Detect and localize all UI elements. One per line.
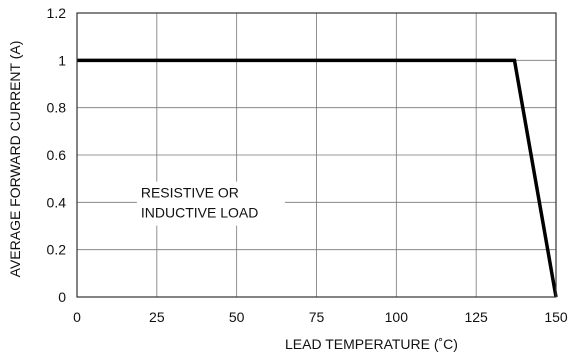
y-tick-label: 0.8 [47, 100, 67, 116]
x-tick-label: 25 [149, 309, 165, 325]
series-line [77, 58, 558, 298]
y-tick-label: 1.2 [47, 5, 67, 21]
y-tick-label: 1 [58, 52, 66, 68]
annotation-line: RESISTIVE OR [141, 185, 239, 201]
x-tick-label: 75 [309, 309, 325, 325]
x-tick-label: 0 [73, 309, 81, 325]
y-tick-labels: 0 0.2 0.4 0.6 0.8 1 1.2 [47, 5, 67, 305]
y-tick-label: 0 [58, 289, 66, 305]
y-tick-label: 0.4 [47, 194, 67, 210]
grid [77, 13, 556, 297]
x-tick-label: 100 [385, 309, 409, 325]
x-axis-label: LEAD TEMPERATURE (˚C) [285, 336, 458, 352]
x-tick-label: 50 [229, 309, 245, 325]
y-axis-label: AVERAGE FORWARD CURRENT (A) [7, 41, 23, 278]
annotation: RESISTIVE OR INDUCTIVE LOAD [136, 181, 285, 226]
x-tick-label: 125 [464, 309, 488, 325]
annotation-line: INDUCTIVE LOAD [141, 205, 258, 221]
plot-frame [76, 12, 557, 298]
series-layer [77, 58, 558, 298]
y-tick-label: 0.6 [47, 147, 67, 163]
x-tick-labels: 0 25 50 75 100 125 150 [73, 309, 568, 325]
annotation-background [136, 181, 285, 226]
annotation-layer: RESISTIVE OR INDUCTIVE LOAD [136, 181, 285, 226]
x-tick-label: 150 [544, 309, 568, 325]
y-tick-label: 0.2 [47, 242, 67, 258]
